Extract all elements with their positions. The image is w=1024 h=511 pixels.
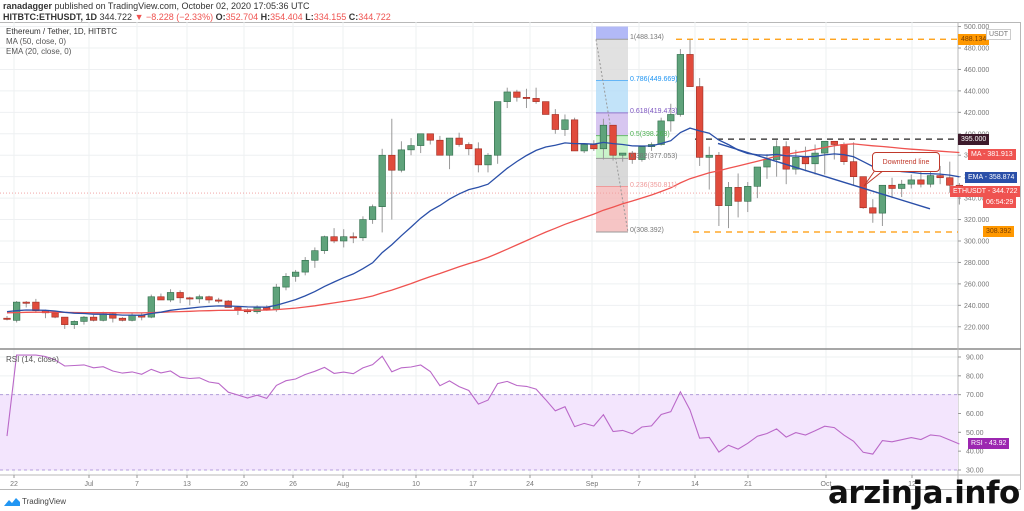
rsi-value-tag: RSI - 43.92 <box>968 438 1010 449</box>
ma50-line[interactable] <box>6 143 960 314</box>
fib-level-label: 0.618(419.473) <box>630 107 678 115</box>
author-name[interactable]: ranadagger <box>3 1 53 11</box>
legend-ema[interactable]: EMA (20, close, 0) <box>6 47 72 56</box>
svg-text:Oct: Oct <box>821 481 832 488</box>
chart-legend: Ethereum / Tether, 1D, HITBTC MA (50, cl… <box>6 27 117 57</box>
svg-text:21: 21 <box>744 481 752 488</box>
fib-level-label: 0.382(377.053) <box>630 153 678 161</box>
fib-level-label: 0.236(350.811) <box>630 181 677 189</box>
last-price: 344.722 <box>99 12 133 22</box>
svg-text:10: 10 <box>412 481 420 488</box>
svg-text:Aug: Aug <box>337 481 350 488</box>
svg-text:30.00: 30.00 <box>966 467 984 474</box>
downtrend-line-callout[interactable]: Downtrend line <box>872 152 940 172</box>
ema-price-tag: EMA - 358.874 <box>965 172 1018 183</box>
ma-tag-value: 381.913 <box>987 151 1013 158</box>
price-change: −8.228 (−2.33%) <box>146 12 214 22</box>
tradingview-logo-icon <box>4 498 20 506</box>
svg-text:22: 22 <box>10 481 18 488</box>
open-label: O: <box>215 12 226 22</box>
legend-rsi[interactable]: RSI (14, close) <box>6 355 59 364</box>
low-value: 334.155 <box>313 12 347 22</box>
legend-title: Ethereum / Tether, 1D, HITBTC <box>6 27 118 36</box>
svg-text:280.000: 280.000 <box>964 260 989 267</box>
down-arrow-icon: ▼ <box>134 12 144 22</box>
price-tag-name: ETHUSDT <box>953 188 986 195</box>
bar-countdown-tag: 06:54:29 <box>983 197 1017 208</box>
ema20-line[interactable] <box>6 127 960 316</box>
svg-text:300.000: 300.000 <box>964 238 989 245</box>
svg-text:60.00: 60.00 <box>966 411 984 418</box>
svg-text:50.00: 50.00 <box>966 430 984 437</box>
svg-text:460.000: 460.000 <box>964 67 989 74</box>
price-tag-value: 344.722 <box>992 188 1018 195</box>
close-value: 344.722 <box>358 12 391 22</box>
svg-text:440.000: 440.000 <box>964 88 989 95</box>
support-price-tag: 308.392 <box>983 226 1015 237</box>
published-text: published on TradingView.com, October 02… <box>54 1 310 11</box>
symbol-quote-line: HITBTC:ETHUSDT, 1D 344.722 ▼ −8.228 (−2.… <box>3 12 391 22</box>
fib-level-label: 0(308.392) <box>630 226 664 234</box>
fib-retracement[interactable] <box>595 26 629 233</box>
symbol-label: HITBTC:ETHUSDT, 1D <box>3 12 97 22</box>
svg-text:340.000: 340.000 <box>964 196 989 203</box>
brand-label: TradingView <box>22 497 67 506</box>
high-label: H: <box>260 12 271 22</box>
svg-text:7: 7 <box>135 481 139 488</box>
svg-text:14: 14 <box>691 481 699 488</box>
high-value: 354.404 <box>270 12 303 22</box>
rsi-tag-name: RSI <box>971 440 983 447</box>
svg-text:24: 24 <box>526 481 534 488</box>
last-price-tag: ETHUSDT - 344.722 <box>950 186 1021 197</box>
svg-text:Jul: Jul <box>85 481 94 488</box>
svg-text:7: 7 <box>637 481 641 488</box>
svg-text:40.00: 40.00 <box>966 449 984 456</box>
tradingview-brand[interactable]: TradingView <box>4 497 66 506</box>
fib-high-price-tag: 488.134 <box>958 34 990 45</box>
close-label: C: <box>348 12 359 22</box>
downtrend-line[interactable] <box>717 142 931 210</box>
open-value: 352.704 <box>225 12 259 22</box>
svg-text:Sep: Sep <box>586 481 599 488</box>
legend-ma[interactable]: MA (50, close, 0) <box>6 37 67 46</box>
rsi-band <box>0 394 958 470</box>
svg-text:20: 20 <box>240 481 248 488</box>
svg-text:90.00: 90.00 <box>966 355 984 362</box>
svg-text:480.000: 480.000 <box>964 46 989 53</box>
publish-info: ranadagger published on TradingView.com,… <box>3 1 310 11</box>
resistance-price-tag: 395.000 <box>958 134 990 145</box>
rsi-tag-value: 43.92 <box>988 440 1007 447</box>
chart-frame <box>0 22 1021 490</box>
ma-tag-name: MA <box>971 151 982 158</box>
candles[interactable] <box>3 39 963 329</box>
ema-tag-name: EMA <box>968 174 983 181</box>
svg-text:17: 17 <box>469 481 477 488</box>
svg-text:80.00: 80.00 <box>966 373 984 380</box>
svg-text:26: 26 <box>289 481 297 488</box>
svg-text:320.000: 320.000 <box>964 217 989 224</box>
site-watermark: arzinja.info <box>828 475 1020 511</box>
currency-label: USDT <box>986 29 1012 40</box>
fib-level-label: 0.786(449.669) <box>630 75 678 83</box>
rsi-line[interactable] <box>6 354 960 455</box>
svg-text:220.000: 220.000 <box>964 324 989 331</box>
svg-text:13: 13 <box>183 481 191 488</box>
fib-level-label: 1(488.134) <box>630 34 664 42</box>
svg-text:240.000: 240.000 <box>964 303 989 310</box>
svg-text:70.00: 70.00 <box>966 392 984 399</box>
svg-text:12: 12 <box>908 481 916 488</box>
ma-price-tag: MA - 381.913 <box>968 149 1016 160</box>
svg-text:260.000: 260.000 <box>964 281 989 288</box>
fib-level-label: 0.5(398.263) <box>630 130 670 138</box>
svg-text:420.000: 420.000 <box>964 110 989 117</box>
svg-text:500.000: 500.000 <box>964 24 989 31</box>
ema-tag-value: 358.874 <box>989 174 1015 181</box>
low-label: L: <box>305 12 314 22</box>
